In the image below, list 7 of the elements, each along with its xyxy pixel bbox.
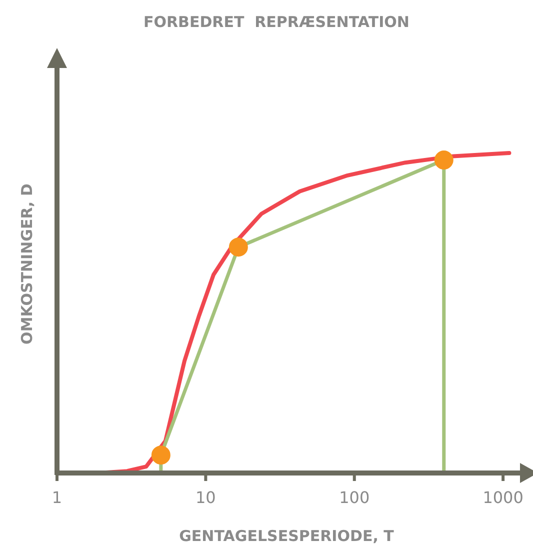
chart-title: FORBEDRET REPRÆSENTATION xyxy=(143,13,410,31)
x-tick-label: 10 xyxy=(196,488,216,507)
y-axis-title: OMKOSTNINGER, D xyxy=(18,184,36,344)
x-tick-label: 1000 xyxy=(482,488,524,507)
x-tick-label: 1 xyxy=(52,488,62,507)
x-tick-label: 100 xyxy=(339,488,370,507)
x-axis-title: GENTAGELSESPERIODE, T xyxy=(179,527,395,545)
